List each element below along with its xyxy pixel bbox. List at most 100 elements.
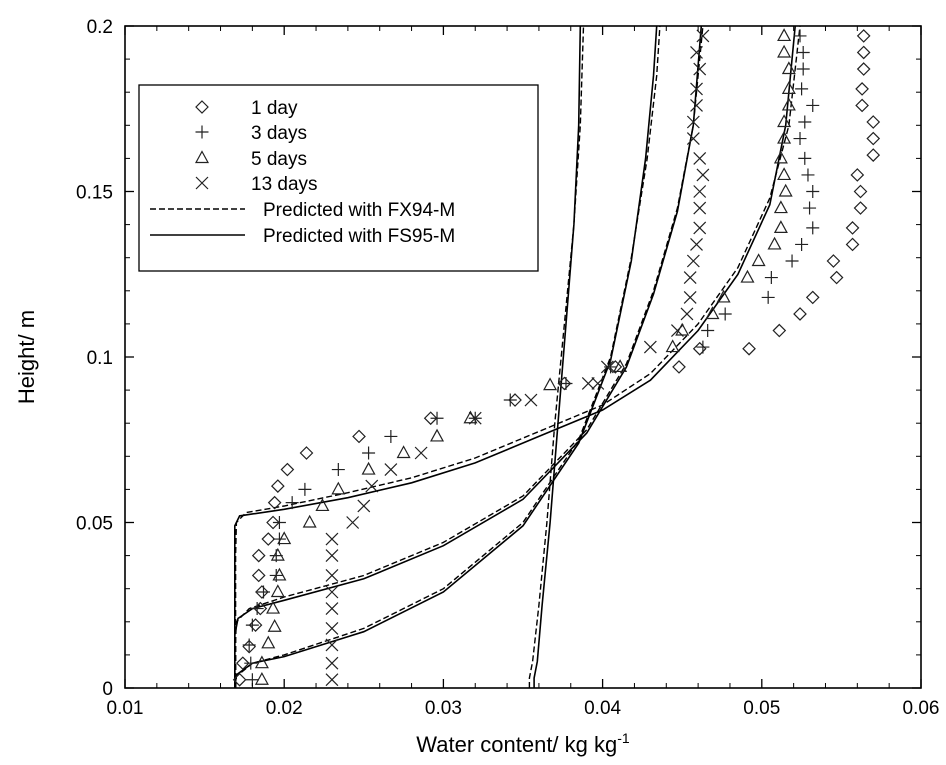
y-tick-label: 0	[102, 679, 113, 700]
point-cross	[365, 479, 379, 493]
point-plus	[803, 201, 817, 215]
point-triangle	[781, 61, 796, 75]
point-cross	[693, 151, 707, 165]
x-tick-label: 0.02	[266, 698, 303, 719]
point-cross	[325, 532, 339, 546]
point-triangle	[705, 306, 720, 320]
legend: 1 day 3 days 5 days 13 days Predicted with F…	[138, 84, 539, 272]
point-cross	[693, 62, 707, 76]
point-cross	[686, 132, 700, 145]
point-triangle	[777, 28, 792, 42]
point-diamond	[742, 341, 756, 356]
point-triangle	[315, 498, 330, 512]
point-cross	[325, 621, 339, 635]
point-diamond	[793, 307, 807, 321]
point-plus	[806, 185, 820, 198]
point-diamond	[855, 82, 869, 96]
legend-label: 3 days	[251, 123, 307, 144]
point-diamond	[253, 601, 268, 616]
legend-label: Predicted with FX94-M	[263, 200, 455, 221]
fs95m-curve	[533, 26, 582, 688]
x-axis-title-text: Water content/ kg kg	[416, 732, 617, 757]
point-plus	[795, 237, 809, 251]
point-triangle	[778, 183, 793, 197]
point-cross	[693, 185, 707, 198]
data-points	[232, 28, 881, 687]
point-cross	[414, 446, 428, 460]
point-triangle	[270, 584, 285, 598]
point-cross	[346, 516, 360, 529]
point-triangle	[361, 461, 376, 475]
point-triangle	[266, 600, 281, 614]
point-plus	[257, 585, 271, 599]
point-plus	[272, 516, 286, 529]
point-plus	[795, 82, 809, 96]
point-cross	[683, 290, 697, 304]
point-cross	[643, 340, 657, 354]
point-diamond	[608, 360, 623, 374]
point-triangle	[331, 481, 346, 495]
point-plus	[242, 638, 256, 652]
point-triangle	[277, 531, 292, 545]
point-plus	[806, 221, 820, 235]
point-diamond	[772, 323, 787, 338]
point-cross	[384, 463, 398, 476]
point-cross	[680, 307, 694, 321]
point-diamond	[829, 270, 844, 285]
point-diamond	[251, 568, 266, 583]
point-diamond	[853, 201, 868, 215]
point-triangle	[254, 655, 269, 669]
point-plus	[298, 482, 312, 496]
x-axis: 0.01 0.02 0.03 0.04 0.05 0.06	[107, 26, 940, 719]
point-plus	[250, 602, 264, 616]
fs95m-curve	[234, 26, 796, 688]
point-cross	[693, 201, 707, 215]
point-triangle	[777, 44, 792, 58]
point-diamond	[270, 479, 285, 493]
point-triangle	[396, 445, 411, 459]
point-diamond	[266, 515, 280, 530]
x-tick-label: 0.06	[903, 698, 940, 719]
y-tick-label: 0.15	[76, 183, 113, 204]
point-triangle	[777, 167, 792, 181]
x-tick-label: 0.01	[107, 698, 144, 719]
point-cross	[325, 656, 339, 670]
point-plus	[331, 463, 345, 477]
y-tick-label: 0.2	[87, 17, 113, 38]
point-plus	[362, 446, 376, 460]
point-plus	[285, 496, 299, 510]
point-plus	[384, 429, 398, 443]
point-diamond	[692, 341, 707, 356]
point-triangle	[767, 236, 782, 250]
point-triangle	[302, 514, 317, 528]
point-cross	[325, 673, 339, 687]
point-diamond	[866, 115, 881, 129]
point-cross	[696, 29, 710, 43]
point-cross	[693, 221, 707, 235]
legend-marker-diamond	[195, 100, 209, 114]
point-cross	[600, 360, 614, 374]
plot-area	[232, 26, 881, 688]
point-triangle	[270, 547, 285, 561]
point-cross	[591, 377, 605, 390]
point-diamond	[352, 429, 366, 444]
point-diamond	[845, 221, 860, 235]
point-diamond	[856, 62, 871, 76]
legend-box	[138, 84, 539, 272]
point-plus	[761, 290, 775, 304]
point-triangle	[740, 269, 755, 283]
point-plus	[604, 360, 618, 374]
point-diamond	[672, 360, 686, 374]
point-triangle	[781, 97, 796, 111]
point-triangle	[430, 428, 445, 442]
point-diamond	[248, 618, 263, 632]
point-cross	[690, 82, 703, 96]
point-triangle	[773, 150, 788, 164]
legend-label: 1 day	[251, 98, 298, 119]
point-diamond	[235, 656, 250, 671]
point-plus	[245, 618, 259, 632]
y-tick-label: 0.05	[76, 514, 113, 535]
x-tick-label: 0.05	[743, 698, 780, 719]
point-cross	[581, 377, 595, 390]
point-diamond	[805, 290, 820, 305]
